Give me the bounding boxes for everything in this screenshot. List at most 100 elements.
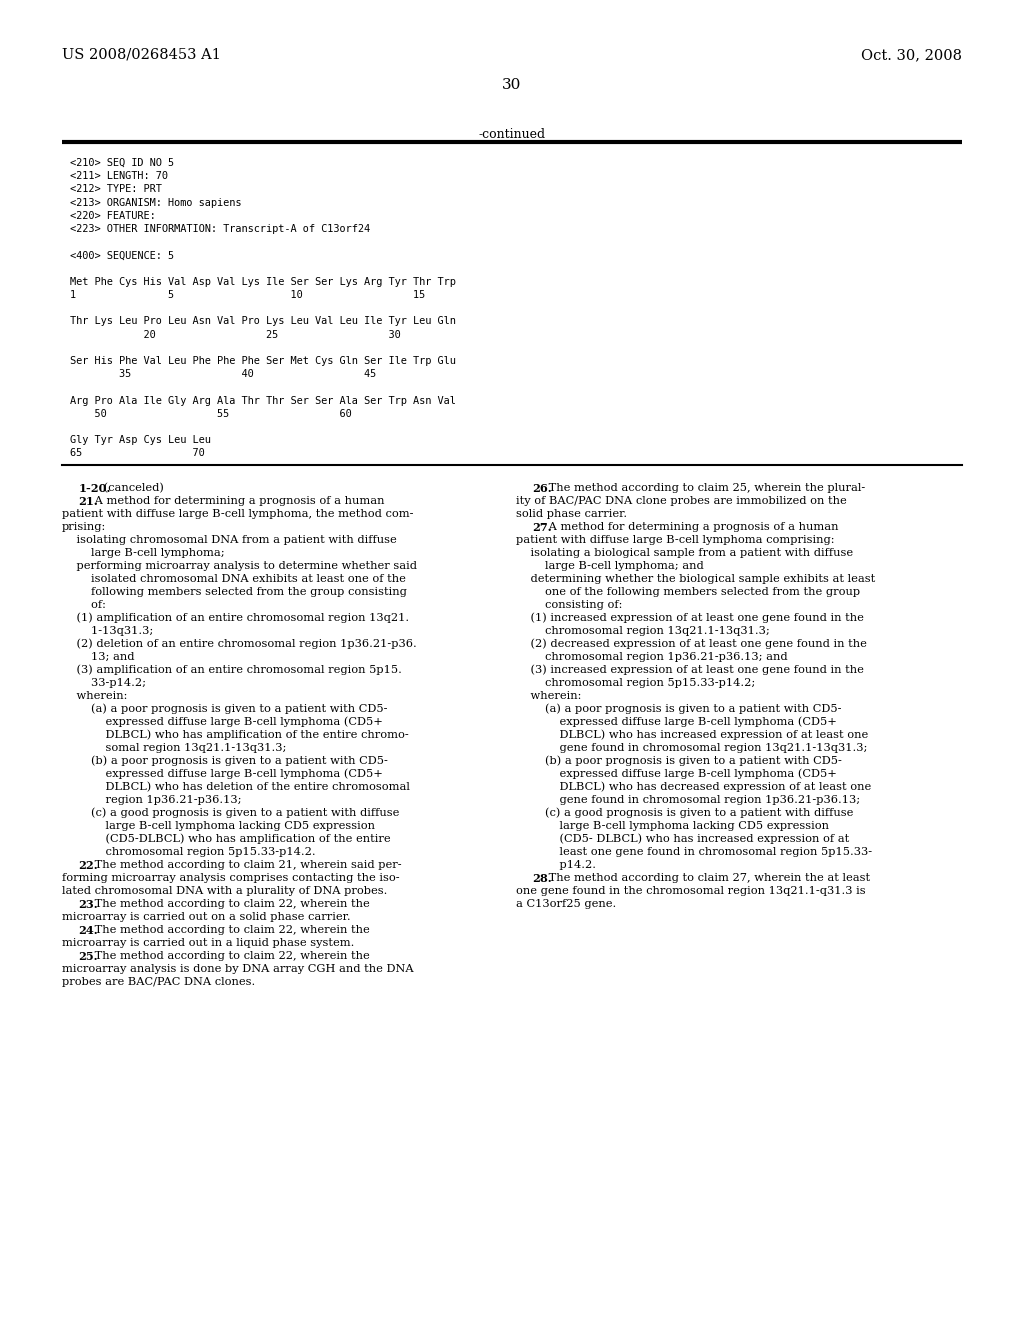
Text: determining whether the biological sample exhibits at least: determining whether the biological sampl… (516, 574, 876, 583)
Text: patient with diffuse large B-cell lymphoma, the method com-: patient with diffuse large B-cell lympho… (62, 508, 414, 519)
Text: (3) amplification of an entire chromosomal region 5p15.: (3) amplification of an entire chromosom… (62, 664, 401, 675)
Text: ity of BAC/PAC DNA clone probes are immobilized on the: ity of BAC/PAC DNA clone probes are immo… (516, 495, 847, 506)
Text: microarray analysis is done by DNA array CGH and the DNA: microarray analysis is done by DNA array… (62, 964, 414, 974)
Text: somal region 13q21.1-13q31.3;: somal region 13q21.1-13q31.3; (62, 743, 287, 752)
Text: 21.: 21. (79, 495, 98, 507)
Text: Met Phe Cys His Val Asp Val Lys Ile Ser Ser Lys Arg Tyr Thr Trp: Met Phe Cys His Val Asp Val Lys Ile Ser … (70, 277, 456, 286)
Text: The method according to claim 22, wherein the: The method according to claim 22, wherei… (91, 950, 370, 961)
Text: large B-cell lymphoma lacking CD5 expression: large B-cell lymphoma lacking CD5 expres… (516, 821, 829, 830)
Text: A method for determining a prognosis of a human: A method for determining a prognosis of … (545, 521, 839, 532)
Text: isolated chromosomal DNA exhibits at least one of the: isolated chromosomal DNA exhibits at lea… (62, 574, 406, 583)
Text: DLBCL) who has increased expression of at least one: DLBCL) who has increased expression of a… (516, 730, 868, 741)
Text: (b) a poor prognosis is given to a patient with CD5-: (b) a poor prognosis is given to a patie… (62, 755, 388, 766)
Text: chromosomal region 13q21.1-13q31.3;: chromosomal region 13q21.1-13q31.3; (516, 626, 770, 636)
Text: performing microarray analysis to determine whether said: performing microarray analysis to determ… (62, 561, 417, 570)
Text: gene found in chromosomal region 1p36.21-p36.13;: gene found in chromosomal region 1p36.21… (516, 795, 860, 805)
Text: <213> ORGANISM: Homo sapiens: <213> ORGANISM: Homo sapiens (70, 198, 242, 207)
Text: <212> TYPE: PRT: <212> TYPE: PRT (70, 185, 162, 194)
Text: wherein:: wherein: (516, 690, 582, 701)
Text: (CD5-DLBCL) who has amplification of the entire: (CD5-DLBCL) who has amplification of the… (62, 834, 390, 845)
Text: Thr Lys Leu Pro Leu Asn Val Pro Lys Leu Val Leu Ile Tyr Leu Gln: Thr Lys Leu Pro Leu Asn Val Pro Lys Leu … (70, 317, 456, 326)
Text: isolating chromosomal DNA from a patient with diffuse: isolating chromosomal DNA from a patient… (62, 535, 396, 545)
Text: probes are BAC/PAC DNA clones.: probes are BAC/PAC DNA clones. (62, 977, 255, 986)
Text: (3) increased expression of at least one gene found in the: (3) increased expression of at least one… (516, 664, 864, 675)
Text: p14.2.: p14.2. (516, 859, 596, 870)
Text: 28.: 28. (532, 873, 552, 883)
Text: (2) decreased expression of at least one gene found in the: (2) decreased expression of at least one… (516, 639, 867, 649)
Text: (1) amplification of an entire chromosomal region 13q21.: (1) amplification of an entire chromosom… (62, 612, 410, 623)
Text: US 2008/0268453 A1: US 2008/0268453 A1 (62, 48, 221, 62)
Text: <210> SEQ ID NO 5: <210> SEQ ID NO 5 (70, 158, 174, 168)
Text: 13; and: 13; and (62, 652, 134, 661)
Text: isolating a biological sample from a patient with diffuse: isolating a biological sample from a pat… (516, 548, 853, 557)
Text: microarray is carried out in a liquid phase system.: microarray is carried out in a liquid ph… (62, 937, 354, 948)
Text: 1-13q31.3;: 1-13q31.3; (62, 626, 154, 636)
Text: gene found in chromosomal region 13q21.1-13q31.3;: gene found in chromosomal region 13q21.1… (516, 743, 867, 752)
Text: (CD5- DLBCL) who has increased expression of at: (CD5- DLBCL) who has increased expressio… (516, 834, 849, 845)
Text: -continued: -continued (478, 128, 546, 141)
Text: expressed diffuse large B-cell lymphoma (CD5+: expressed diffuse large B-cell lymphoma … (62, 717, 383, 727)
Text: 1-20.: 1-20. (79, 483, 111, 494)
Text: patient with diffuse large B-cell lymphoma comprising:: patient with diffuse large B-cell lympho… (516, 535, 835, 545)
Text: lated chromosomal DNA with a plurality of DNA probes.: lated chromosomal DNA with a plurality o… (62, 886, 387, 895)
Text: solid phase carrier.: solid phase carrier. (516, 508, 627, 519)
Text: of:: of: (62, 599, 105, 610)
Text: one gene found in the chromosomal region 13q21.1-q31.3 is: one gene found in the chromosomal region… (516, 886, 865, 895)
Text: (2) deletion of an entire chromosomal region 1p36.21-p36.: (2) deletion of an entire chromosomal re… (62, 639, 417, 649)
Text: The method according to claim 22, wherein the: The method according to claim 22, wherei… (91, 899, 370, 908)
Text: <211> LENGTH: 70: <211> LENGTH: 70 (70, 172, 168, 181)
Text: 1               5                   10                  15: 1 5 10 15 (70, 290, 425, 300)
Text: 27.: 27. (532, 521, 552, 532)
Text: chromosomal region 5p15.33-p14.2.: chromosomal region 5p15.33-p14.2. (62, 846, 315, 857)
Text: Gly Tyr Asp Cys Leu Leu: Gly Tyr Asp Cys Leu Leu (70, 436, 211, 445)
Text: A method for determining a prognosis of a human: A method for determining a prognosis of … (91, 495, 385, 506)
Text: 50                  55                  60: 50 55 60 (70, 409, 352, 418)
Text: Ser His Phe Val Leu Phe Phe Phe Ser Met Cys Gln Ser Ile Trp Glu: Ser His Phe Val Leu Phe Phe Phe Ser Met … (70, 356, 456, 366)
Text: 25.: 25. (79, 950, 98, 961)
Text: The method according to claim 22, wherein the: The method according to claim 22, wherei… (91, 924, 370, 935)
Text: (b) a poor prognosis is given to a patient with CD5-: (b) a poor prognosis is given to a patie… (516, 755, 842, 766)
Text: 30: 30 (503, 78, 521, 92)
Text: DLBCL) who has deletion of the entire chromosomal: DLBCL) who has deletion of the entire ch… (62, 781, 410, 792)
Text: 23.: 23. (79, 899, 98, 909)
Text: 26.: 26. (532, 483, 552, 494)
Text: (a) a poor prognosis is given to a patient with CD5-: (a) a poor prognosis is given to a patie… (62, 704, 387, 714)
Text: microarray is carried out on a solid phase carrier.: microarray is carried out on a solid pha… (62, 912, 350, 921)
Text: 24.: 24. (79, 924, 98, 936)
Text: consisting of:: consisting of: (516, 599, 623, 610)
Text: a C13orf25 gene.: a C13orf25 gene. (516, 899, 616, 908)
Text: 20                  25                  30: 20 25 30 (70, 330, 400, 339)
Text: The method according to claim 21, wherein said per-: The method according to claim 21, wherei… (91, 859, 401, 870)
Text: <223> OTHER INFORMATION: Transcript-A of C13orf24: <223> OTHER INFORMATION: Transcript-A of… (70, 224, 370, 234)
Text: (c) a good prognosis is given to a patient with diffuse: (c) a good prognosis is given to a patie… (62, 808, 399, 818)
Text: The method according to claim 25, wherein the plural-: The method according to claim 25, wherei… (545, 483, 865, 492)
Text: chromosomal region 1p36.21-p36.13; and: chromosomal region 1p36.21-p36.13; and (516, 652, 787, 661)
Text: <400> SEQUENCE: 5: <400> SEQUENCE: 5 (70, 251, 174, 260)
Text: (canceled): (canceled) (99, 483, 164, 492)
Text: (c) a good prognosis is given to a patient with diffuse: (c) a good prognosis is given to a patie… (516, 808, 853, 818)
Text: least one gene found in chromosomal region 5p15.33-: least one gene found in chromosomal regi… (516, 846, 872, 857)
Text: 33-p14.2;: 33-p14.2; (62, 677, 146, 688)
Text: expressed diffuse large B-cell lymphoma (CD5+: expressed diffuse large B-cell lymphoma … (62, 768, 383, 779)
Text: chromosomal region 5p15.33-p14.2;: chromosomal region 5p15.33-p14.2; (516, 677, 756, 688)
Text: <220> FEATURE:: <220> FEATURE: (70, 211, 156, 220)
Text: following members selected from the group consisting: following members selected from the grou… (62, 586, 407, 597)
Text: wherein:: wherein: (62, 690, 127, 701)
Text: region 1p36.21-p36.13;: region 1p36.21-p36.13; (62, 795, 242, 805)
Text: (1) increased expression of at least one gene found in the: (1) increased expression of at least one… (516, 612, 864, 623)
Text: 22.: 22. (79, 859, 98, 871)
Text: expressed diffuse large B-cell lymphoma (CD5+: expressed diffuse large B-cell lymphoma … (516, 717, 837, 727)
Text: DLBCL) who has decreased expression of at least one: DLBCL) who has decreased expression of a… (516, 781, 871, 792)
Text: large B-cell lymphoma;: large B-cell lymphoma; (62, 548, 224, 557)
Text: one of the following members selected from the group: one of the following members selected fr… (516, 586, 860, 597)
Text: 35                  40                  45: 35 40 45 (70, 370, 376, 379)
Text: expressed diffuse large B-cell lymphoma (CD5+: expressed diffuse large B-cell lymphoma … (516, 768, 837, 779)
Text: Oct. 30, 2008: Oct. 30, 2008 (861, 48, 962, 62)
Text: 65                  70: 65 70 (70, 449, 205, 458)
Text: large B-cell lymphoma; and: large B-cell lymphoma; and (516, 561, 703, 570)
Text: DLBCL) who has amplification of the entire chromo-: DLBCL) who has amplification of the enti… (62, 730, 409, 741)
Text: large B-cell lymphoma lacking CD5 expression: large B-cell lymphoma lacking CD5 expres… (62, 821, 375, 830)
Text: (a) a poor prognosis is given to a patient with CD5-: (a) a poor prognosis is given to a patie… (516, 704, 842, 714)
Text: prising:: prising: (62, 521, 106, 532)
Text: forming microarray analysis comprises contacting the iso-: forming microarray analysis comprises co… (62, 873, 399, 883)
